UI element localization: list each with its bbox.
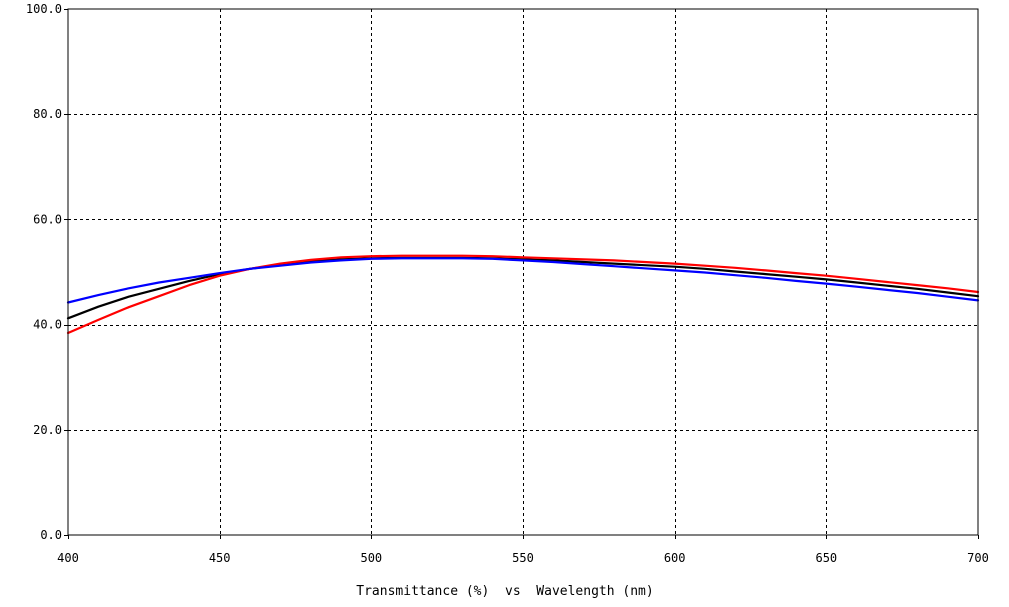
x-tick-label: 400 xyxy=(57,551,79,565)
tick-layer xyxy=(64,9,979,539)
x-tick-label: 500 xyxy=(360,551,382,565)
y-tick-label: 40.0 xyxy=(33,318,62,332)
grid-layer xyxy=(68,9,978,535)
series-layer xyxy=(66,254,980,335)
series-line-2 xyxy=(66,254,980,335)
tick-label-layer: 400 450 500 550 600 650 700 0.0 20.0 40.0 60.0 80.0… xyxy=(26,2,989,565)
y-tick-label: 0.0 xyxy=(40,528,62,542)
x-tick-label: 450 xyxy=(209,551,231,565)
x-axis-label: Transmittance (%) vs Wavelength (nm) xyxy=(356,584,653,599)
y-tick-label: 20.0 xyxy=(33,423,62,437)
y-tick-label: 100.0 xyxy=(26,2,62,16)
x-tick-label: 550 xyxy=(512,551,534,565)
x-tick-label: 600 xyxy=(664,551,686,565)
y-tick-label: 60.0 xyxy=(33,212,62,226)
y-tick-label: 80.0 xyxy=(33,107,62,121)
x-tick-label: 700 xyxy=(967,551,989,565)
series-line-3 xyxy=(66,257,980,304)
x-tick-label: 650 xyxy=(815,551,837,565)
